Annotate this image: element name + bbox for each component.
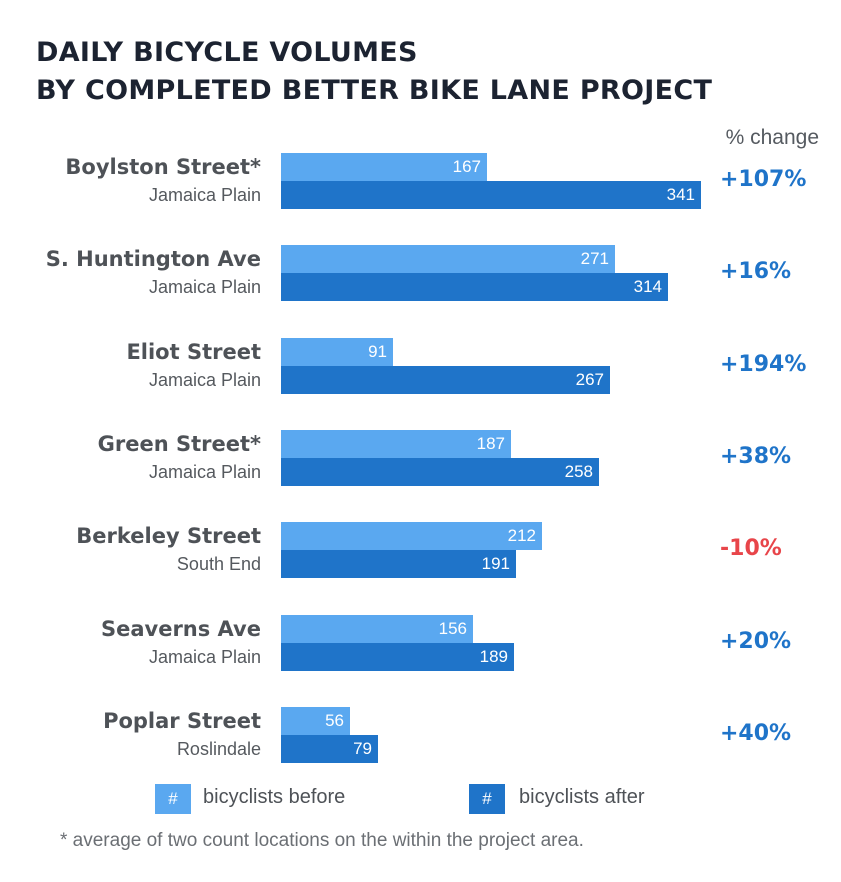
- category-name: Eliot Street: [126, 340, 261, 364]
- pct-change-value: +107%: [720, 167, 807, 192]
- bar-after: 341: [281, 181, 701, 209]
- category-name: S. Huntington Ave: [45, 247, 261, 271]
- category-neighborhood: Jamaica Plain: [148, 647, 261, 667]
- bar-before: 271: [281, 245, 615, 273]
- legend-swatch-after: #: [469, 784, 505, 814]
- bar-value-label: 267: [575, 370, 604, 389]
- category-neighborhood: Jamaica Plain: [148, 185, 261, 205]
- bar-value-label: 258: [564, 462, 593, 481]
- bar-value-label: 56: [325, 711, 344, 730]
- bar-value-label: 189: [479, 647, 508, 666]
- chart-title-line-1: DAILY BICYCLE VOLUMES: [36, 37, 418, 68]
- pct-change-value: +16%: [720, 259, 792, 284]
- category-neighborhood: Jamaica Plain: [148, 462, 261, 482]
- bar-before: 56: [281, 707, 350, 735]
- bar-before: 167: [281, 153, 487, 181]
- category-name: Seaverns Ave: [100, 617, 261, 641]
- bar-before: 212: [281, 522, 542, 550]
- pct-change-value: +194%: [720, 352, 807, 377]
- category-neighborhood: South End: [176, 554, 261, 574]
- chart-title: DAILY BICYCLE VOLUMES BY COMPLETED BETTE…: [36, 34, 712, 110]
- category-neighborhood: Roslindale: [176, 739, 261, 759]
- pct-change-value: +38%: [720, 444, 792, 469]
- bar-value-label: 314: [633, 277, 662, 296]
- bar-value-label: 187: [476, 434, 505, 453]
- chart-title-line-2: BY COMPLETED BETTER BIKE LANE PROJECT: [36, 75, 713, 106]
- category-name: Green Street*: [97, 432, 261, 456]
- legend-label-after: bicyclists after: [519, 786, 645, 808]
- footnote: * average of two count locations on the …: [60, 830, 584, 851]
- bar-after: 314: [281, 273, 668, 301]
- pct-change-value: -10%: [720, 536, 782, 561]
- bar-value-label: 167: [452, 157, 481, 176]
- bar-after: 79: [281, 735, 378, 763]
- bar-value-label: 91: [368, 342, 387, 361]
- category-name: Poplar Street: [103, 709, 261, 733]
- legend-label-before: bicyclists before: [203, 786, 346, 808]
- bar-after: 191: [281, 550, 516, 578]
- bar-after: 267: [281, 366, 610, 394]
- bar-after: 258: [281, 458, 599, 486]
- bar-value-label: 79: [353, 739, 372, 758]
- bar-before: 91: [281, 338, 393, 366]
- pct-change-value: +20%: [720, 629, 792, 654]
- bar-value-label: 341: [666, 185, 695, 204]
- category-neighborhood: Jamaica Plain: [148, 370, 261, 390]
- bar-before: 187: [281, 430, 511, 458]
- bar-value-label: 156: [438, 619, 467, 638]
- category-name: Boylston Street*: [65, 155, 261, 179]
- pct-change-header: % change: [725, 126, 819, 149]
- bar-value-label: 212: [507, 526, 536, 545]
- legend-swatch-before: #: [155, 784, 191, 814]
- bar-value-label: 191: [481, 554, 510, 573]
- bar-before: 156: [281, 615, 473, 643]
- bar-after: 189: [281, 643, 514, 671]
- bar-value-label: 271: [580, 249, 609, 268]
- category-name: Berkeley Street: [76, 524, 261, 548]
- category-neighborhood: Jamaica Plain: [148, 277, 261, 297]
- pct-change-value: +40%: [720, 721, 792, 746]
